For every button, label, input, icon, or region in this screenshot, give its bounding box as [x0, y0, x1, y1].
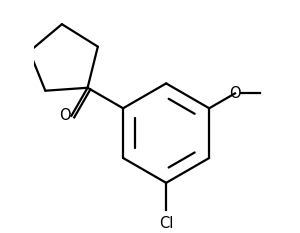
- Text: O: O: [59, 108, 70, 123]
- Text: Cl: Cl: [159, 216, 173, 231]
- Text: O: O: [229, 86, 241, 101]
